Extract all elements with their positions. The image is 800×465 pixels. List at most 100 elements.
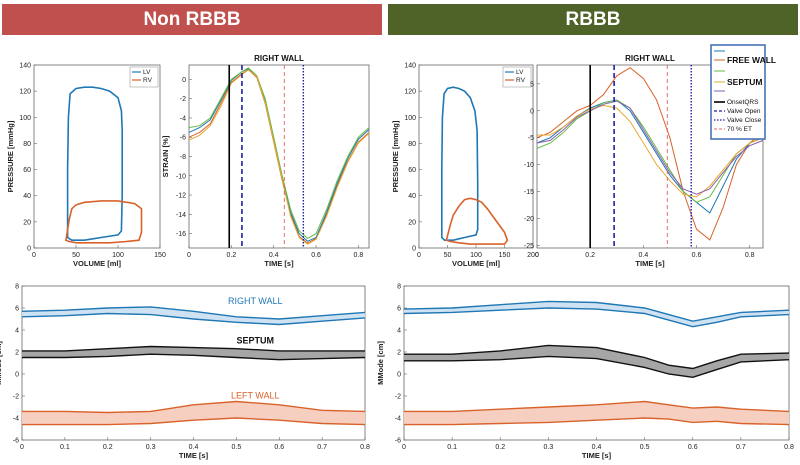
mmode-rbbb-band-lower xyxy=(403,307,790,328)
mmode-nonrbbb-xtick-label: 0.3 xyxy=(146,444,156,451)
mmode-nonrbbb-band-label: LEFT WALL xyxy=(231,391,280,401)
strain-rbbb-legend-label: SEPTUM xyxy=(727,77,762,87)
mmode-nonrbbb-xtick-label: 0.7 xyxy=(317,444,327,451)
strain-rbbb-xtick-label: 0 xyxy=(535,252,539,259)
strain-nonrbbb-ytick-label: -14 xyxy=(176,212,186,219)
strain-nonrbbb-xlabel: TIME [s] xyxy=(264,259,294,268)
pv-rbbb-ylabel: PRESSURE [mmHg] xyxy=(391,120,400,192)
strain-nonrbbb-ytick-label: 0 xyxy=(182,77,186,84)
pv-nonrbbb-xtick-label: 150 xyxy=(154,252,166,259)
mmode-nonrbbb-xtick-label: 0.8 xyxy=(360,444,370,451)
strain-nonrbbb-ytick-label: -4 xyxy=(180,115,186,122)
pv-rbbb-xtick-label: 50 xyxy=(444,252,452,259)
mmode-rbbb-xtick-label: 0.3 xyxy=(544,444,554,451)
mmode-nonrbbb-xtick-label: 0 xyxy=(20,444,24,451)
strain-rbbb-xtick-label: 0.6 xyxy=(692,252,702,259)
pv-rbbb-xtick-label: 150 xyxy=(499,252,511,259)
pv-nonrbbb-xtick-label: 100 xyxy=(112,252,124,259)
pv-nonrbbb-ytick-label: 100 xyxy=(19,115,31,122)
mmode-rbbb-ytick-label: -6 xyxy=(395,438,401,445)
pv-rbbb-ytick-label: 140 xyxy=(404,63,416,70)
mmode-nonrbbb-xlabel: TIME [s] xyxy=(179,451,209,460)
mmode-nonrbbb-band-lower xyxy=(21,312,366,326)
mmode-rbbb-xtick-label: 0 xyxy=(402,444,406,451)
pv-rbbb-xlabel: VOLUME [ml] xyxy=(452,259,500,268)
mmode-nonrbbb-xtick-label: 0.1 xyxy=(60,444,70,451)
pv-rbbb-legend-label: LV xyxy=(516,69,524,76)
strain-rbbb-ytick-label: -10 xyxy=(524,162,534,169)
mmode-nonrbbb-ylabel: MMode [cm] xyxy=(0,341,3,385)
mmode-rbbb-band-upper xyxy=(404,400,790,413)
strain-nonrbbb-strain-curve xyxy=(188,67,370,240)
mmode-nonrbbb-band-lower xyxy=(22,417,366,426)
pv-rbbb-ytick-label: 40 xyxy=(408,193,416,200)
strain-rbbb-legend-label: Valve Open xyxy=(727,108,761,115)
mmode-nonrbbb-band-label: SEPTUM xyxy=(236,336,274,346)
mmode-rbbb-xtick-label: 0.4 xyxy=(592,444,602,451)
mmode-rbbb-xtick-label: 0.6 xyxy=(688,444,698,451)
mmode-rbbb-xtick-label: 0.7 xyxy=(736,444,746,451)
strain-nonrbbb-ytick-label: -16 xyxy=(176,231,186,238)
pv-rbbb-loop-rv xyxy=(445,197,509,245)
mmode-rbbb-xtick-label: 0.8 xyxy=(784,444,794,451)
strain-nonrbbb-ytick-label: -12 xyxy=(176,193,186,200)
mmode-nonrbbb-ytick-label: 2 xyxy=(15,350,19,357)
pv-nonrbbb-ytick-label: 60 xyxy=(23,167,31,174)
mmode-rbbb-band-upper xyxy=(403,300,790,322)
pv-nonrbbb-ytick-label: 120 xyxy=(19,89,31,96)
strain-rbbb-ytick-label: -25 xyxy=(524,243,534,250)
strain-rbbb-strain-curve xyxy=(536,99,764,203)
mmode-rbbb-band-lower xyxy=(404,417,790,426)
mmode-rbbb-xtick-label: 0.1 xyxy=(447,444,457,451)
mmode-rbbb-band-upper xyxy=(404,344,790,370)
strain-rbbb-legend-label: OnsetQRS xyxy=(727,99,759,106)
pv-nonrbbb-frame xyxy=(33,64,161,249)
strain-rbbb-ytick-label: -20 xyxy=(524,216,534,223)
pv-nonrbbb-ytick-label: 140 xyxy=(19,63,31,70)
mmode-rbbb-ylabel: MMode [cm] xyxy=(376,341,385,385)
mmode-rbbb-ytick-label: -2 xyxy=(395,394,401,401)
mmode-rbbb-xtick-label: 0.5 xyxy=(640,444,650,451)
pv-nonrbbb-ylabel: PRESSURE [mmHg] xyxy=(6,120,15,192)
mmode-nonrbbb-band-upper xyxy=(22,345,365,352)
pv-nonrbbb-legend-label: RV xyxy=(143,77,153,84)
pv-rbbb-legend-label: RV xyxy=(516,77,526,84)
strain-nonrbbb-ytick-label: -6 xyxy=(180,135,186,142)
pv-nonrbbb-ytick-label: 80 xyxy=(23,141,31,148)
pv-rbbb-ytick-label: 60 xyxy=(408,167,416,174)
mmode-rbbb-band-fill xyxy=(404,401,789,425)
strain-rbbb-legend-box xyxy=(710,44,766,140)
mmode-nonrbbb-ytick-label: 4 xyxy=(15,328,19,335)
strain-rbbb-xtick-label: 0.2 xyxy=(585,252,595,259)
mmode-rbbb-band-lower xyxy=(404,355,790,379)
mmode-nonrbbb-xtick-label: 0.6 xyxy=(274,444,284,451)
strain-nonrbbb-ylabel: STRAIN [%] xyxy=(161,135,170,177)
mmode-nonrbbb-xtick-label: 0.5 xyxy=(232,444,242,451)
banner-non-rbbb: Non RBBB xyxy=(2,4,382,35)
strain-rbbb-strain-curve xyxy=(536,67,764,241)
mmode-rbbb-ytick-label: 8 xyxy=(397,284,401,291)
pv-nonrbbb-loop-rv xyxy=(65,200,143,244)
mmode-nonrbbb-ytick-label: -6 xyxy=(13,438,19,445)
strain-rbbb-legend-label: FREE WALL xyxy=(727,55,776,65)
mmode-nonrbbb-xtick-label: 0.4 xyxy=(189,444,199,451)
mmode-nonrbbb-ytick-label: 6 xyxy=(15,306,19,313)
strain-rbbb-ytick-label: 5 xyxy=(530,81,534,88)
mmode-rbbb-ytick-label: 6 xyxy=(397,306,401,313)
strain-nonrbbb-frame xyxy=(188,64,370,249)
strain-nonrbbb-xtick-label: 0 xyxy=(187,252,191,259)
strain-nonrbbb-ytick-label: -8 xyxy=(180,154,186,161)
pv-nonrbbb-loop-lv xyxy=(66,86,123,241)
pv-rbbb-ytick-label: 80 xyxy=(408,141,416,148)
mmode-nonrbbb-band-fill xyxy=(22,306,365,325)
pv-rbbb-xtick-label: 0 xyxy=(417,252,421,259)
strain-rbbb-xtick-label: 0.4 xyxy=(638,252,648,259)
pv-rbbb-loop-lv xyxy=(441,86,479,241)
strain-rbbb-legend-label: Valve Close xyxy=(727,117,762,124)
mmode-nonrbbb-ytick-label: -4 xyxy=(13,416,19,423)
mmode-rbbb-xtick-label: 0.2 xyxy=(495,444,505,451)
mmode-nonrbbb-band-label: RIGHT WALL xyxy=(228,296,283,306)
strain-rbbb-xtick-label: 0.8 xyxy=(745,252,755,259)
strain-nonrbbb-strain-curve xyxy=(188,69,370,245)
